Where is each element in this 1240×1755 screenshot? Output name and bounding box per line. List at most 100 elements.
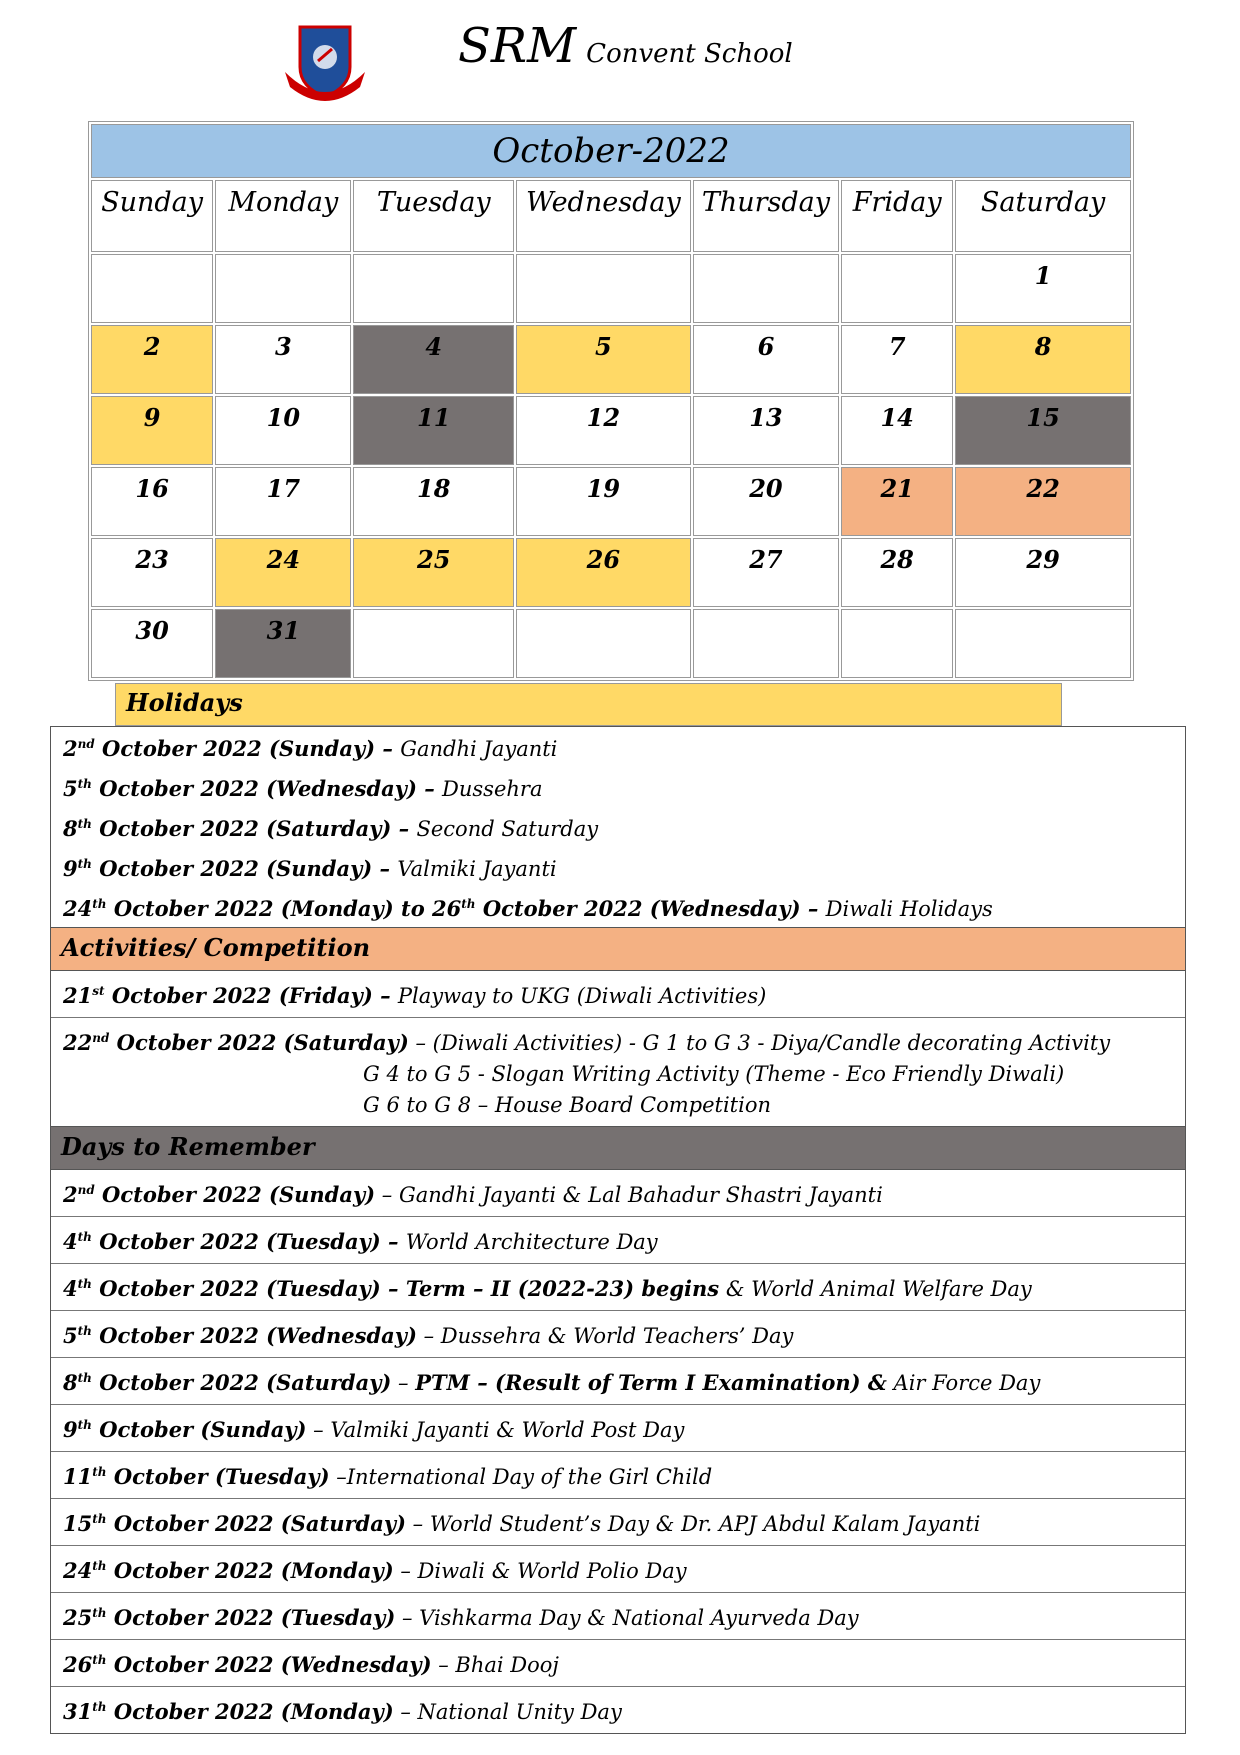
date-cell: 13 [692, 396, 840, 465]
event-item: 15th October 2022 (Saturday) – World Stu… [51, 1499, 1185, 1546]
section-items: 21st October 2022 (Friday) – Playway to … [51, 971, 1185, 1126]
bold-text: October 2022 (Monday) [106, 1699, 394, 1724]
superscript: th [92, 897, 107, 911]
event-line: 2nd October 2022 (Sunday) – Gandhi Jayan… [63, 727, 1173, 767]
empty-cell [353, 609, 515, 678]
event-line: 2nd October 2022 (Sunday) – Gandhi Jayan… [63, 1175, 1173, 1211]
day-header: Saturday [955, 180, 1131, 252]
bold-text: October 2022 (Tuesday) [106, 1605, 396, 1630]
superscript: th [77, 1324, 92, 1338]
text: Diwali Holidays [825, 897, 993, 921]
bold-text: 9 [63, 856, 78, 881]
superscript: th [77, 1230, 92, 1244]
superscript: th [92, 1559, 107, 1573]
bold-text: PTM – (Result of Term I Examination) & [415, 1370, 887, 1395]
superscript: th [77, 1418, 92, 1432]
event-item: 8th October 2022 (Saturday) – Second Sat… [51, 807, 1185, 847]
date-cell: 21 [841, 467, 954, 536]
bold-text: October 2022 (Wednesday) – [475, 896, 826, 921]
bold-text: 11 [63, 1464, 93, 1489]
week-row: 1 [91, 254, 1131, 323]
superscript: nd [77, 1183, 95, 1197]
event-line: 9th October (Sunday) – Valmiki Jayanti &… [63, 1410, 1173, 1446]
text: – Diwali & World Polio Day [393, 1559, 687, 1583]
day-header: Tuesday [353, 180, 515, 252]
text: – Bhai Dooj [431, 1653, 559, 1677]
bold-text: 31 [63, 1699, 93, 1724]
event-line: 25th October 2022 (Tuesday) – Vishkarma … [63, 1598, 1173, 1634]
date-cell: 9 [91, 396, 214, 465]
event-line: 9th October 2022 (Sunday) – Valmiki Jaya… [63, 847, 1173, 887]
date-cell: 15 [955, 396, 1131, 465]
superscript: th [92, 1653, 107, 1667]
calendar-title: October-2022 [91, 124, 1131, 178]
event-item: 9th October 2022 (Sunday) – Valmiki Jaya… [51, 847, 1185, 887]
text: Gandhi Jayanti [400, 737, 558, 761]
event-item: 9th October (Sunday) – Valmiki Jayanti &… [51, 1405, 1185, 1452]
event-line: 8th October 2022 (Saturday) – PTM – (Res… [63, 1363, 1173, 1399]
bold-text: 5 [63, 1323, 78, 1348]
bold-text: 2 [63, 736, 78, 761]
date-cell: 7 [841, 325, 954, 394]
empty-cell [516, 609, 691, 678]
bold-text: 5 [63, 776, 78, 801]
title-row: October-2022 [91, 124, 1131, 178]
text: – National Unity Day [393, 1700, 622, 1724]
bold-text: October 2022 (Saturday) [109, 1030, 409, 1055]
empty-cell [692, 609, 840, 678]
bold-text: 26 [63, 1652, 93, 1677]
bold-text: October 2022 (Saturday) [106, 1511, 406, 1536]
bold-text: October 2022 (Sunday) – [91, 856, 398, 881]
section-items: 2nd October 2022 (Sunday) – Gandhi Jayan… [51, 727, 1185, 927]
date-cell: 19 [516, 467, 691, 536]
date-cell: 14 [841, 396, 954, 465]
bold-text: October 2022 (Saturday) [91, 1370, 392, 1395]
text: – Gandhi Jayanti & Lal Bahadur Shastri J… [375, 1183, 883, 1207]
bold-text: 9 [63, 1417, 78, 1442]
bold-text: 8 [63, 1370, 78, 1395]
event-item: 2nd October 2022 (Sunday) – Gandhi Jayan… [51, 1170, 1185, 1217]
event-line: 11th October (Tuesday) –International Da… [63, 1457, 1173, 1493]
text: Dussehra [442, 777, 543, 801]
bold-text: October (Tuesday) [106, 1464, 330, 1489]
date-cell: 3 [215, 325, 352, 394]
event-item: 25th October 2022 (Tuesday) – Vishkarma … [51, 1593, 1185, 1640]
event-item: 24th October 2022 (Monday) to 26th Octob… [51, 887, 1185, 927]
superscript: nd [77, 737, 95, 751]
date-cell: 1 [955, 254, 1131, 323]
date-cell: 10 [215, 396, 352, 465]
empty-cell [692, 254, 840, 323]
event-item: 5th October 2022 (Wednesday) – Dussehra … [51, 1311, 1185, 1358]
date-cell: 18 [353, 467, 515, 536]
event-line: 22nd October 2022 (Saturday) – (Diwali A… [63, 1023, 1173, 1059]
bold-text: October 2022 (Friday) – [104, 983, 398, 1008]
week-row: 16 17 18 19 20 21 22 [91, 467, 1131, 536]
event-item: 24th October 2022 (Monday) – Diwali & Wo… [51, 1546, 1185, 1593]
date-cell: 22 [955, 467, 1131, 536]
bold-text: 22 [63, 1030, 93, 1055]
event-line: 21st October 2022 (Friday) – Playway to … [63, 976, 1173, 1012]
week-row: 23 24 25 26 27 28 29 [91, 538, 1131, 607]
text: –International Day of the Girl Child [329, 1465, 713, 1489]
date-cell: 16 [91, 467, 214, 536]
superscript: th [92, 1606, 107, 1620]
text: World Architecture Day [405, 1230, 658, 1254]
logo [285, 25, 365, 101]
date-cell: 23 [91, 538, 214, 607]
bold-text: 4 [63, 1276, 78, 1301]
calendar: October-2022 Sunday Monday Tuesday Wednesday… [88, 121, 1134, 681]
empty-cell [215, 254, 352, 323]
section-items: 2nd October 2022 (Sunday) – Gandhi Jayan… [51, 1170, 1185, 1733]
text: – Dussehra & World Teachers’ Day [416, 1324, 794, 1348]
week-row: 30 31 [91, 609, 1131, 678]
date-cell: 20 [692, 467, 840, 536]
event-line: 31th October 2022 (Monday) – National Un… [63, 1692, 1173, 1728]
event-line: 24th October 2022 (Monday) to 26th Octob… [63, 887, 1173, 927]
week-row: 9 10 11 12 13 14 15 [91, 396, 1131, 465]
text: – (Diwali Activities) - G 1 to G 3 - Diy… [408, 1031, 1111, 1055]
text: – Valmiki Jayanti & World Post Day [306, 1418, 685, 1442]
event-item: 22nd October 2022 (Saturday) – (Diwali A… [51, 1018, 1185, 1126]
superscript: th [92, 1465, 107, 1479]
date-cell: 31 [215, 609, 352, 678]
